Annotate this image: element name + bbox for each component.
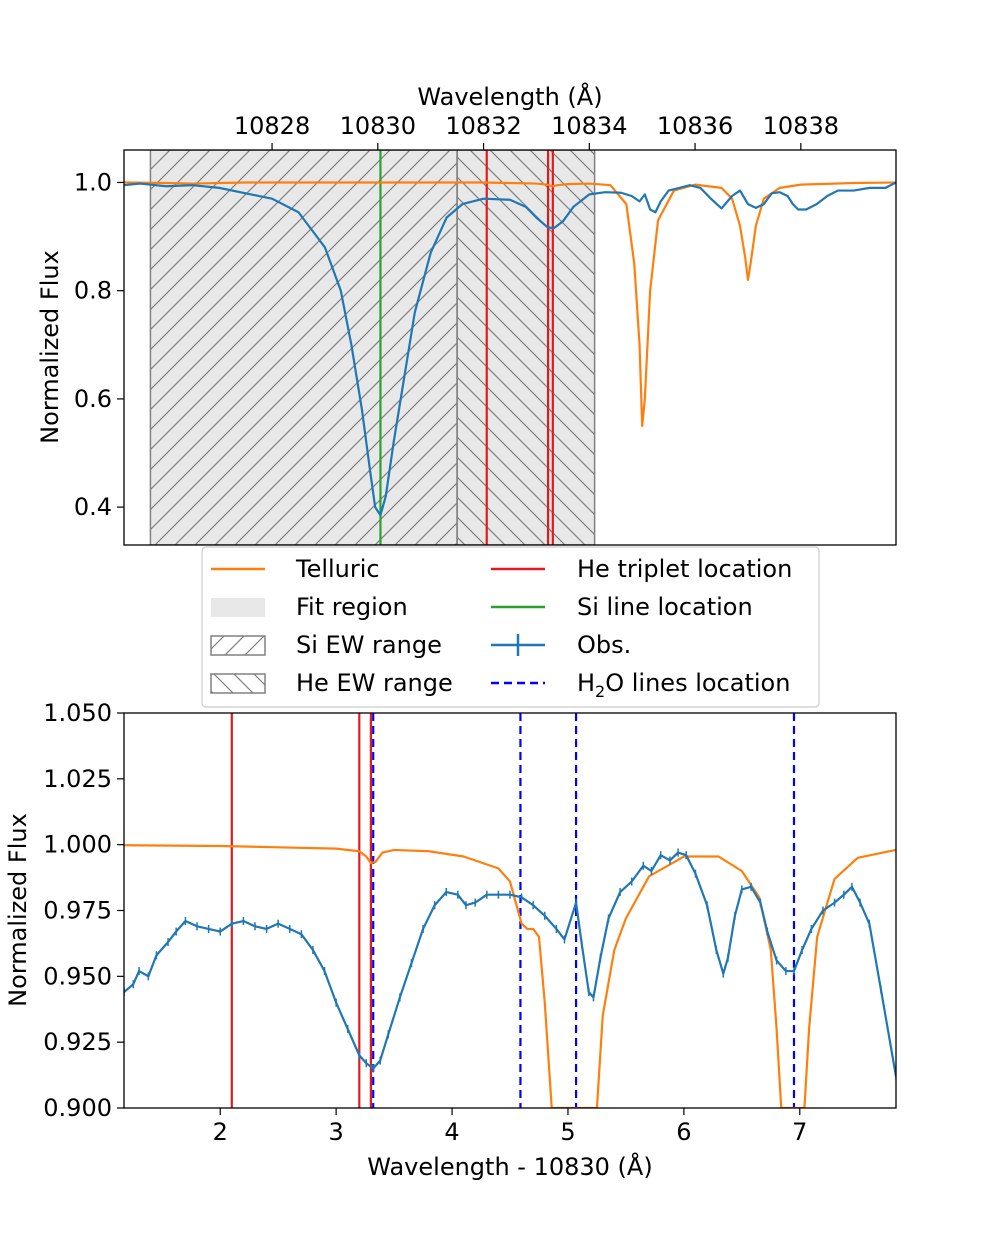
top-xtick-label: 10834	[551, 112, 627, 140]
legend-item: Fit region	[211, 593, 408, 621]
legend-label: Obs.	[577, 631, 631, 659]
bottom-axes-frame	[123, 712, 897, 1109]
bottom-ytick-label: 0.900	[43, 1094, 112, 1122]
top-ytick-label: 1.0	[74, 168, 112, 196]
bottom-xtick-label: 7	[792, 1118, 807, 1146]
legend-item: H2O lines location	[491, 669, 790, 701]
legend: Telluric He triplet location Fit region Si …	[201, 546, 820, 708]
legend-item: He EW range	[210, 669, 453, 697]
top-observed-line	[124, 181, 896, 517]
bottom-xtick-label: 5	[560, 1118, 575, 1146]
legend-swatch	[211, 598, 265, 617]
bottom-xlabel: Wavelength - 10830 (Å)	[367, 1152, 652, 1181]
legend-label: Telluric	[295, 555, 380, 583]
top-telluric-line	[124, 181, 896, 428]
legend-frame	[201, 546, 820, 708]
top-xtick-label: 10836	[657, 112, 733, 140]
top-ytick-label: 0.6	[74, 385, 112, 413]
legend-label-suffix: O lines location	[605, 669, 790, 697]
bottom-ytick-label: 0.925	[43, 1028, 112, 1056]
top-xtick-label: 10838	[763, 112, 839, 140]
top-xtick-label: 10832	[445, 112, 521, 140]
legend-label: Fit region	[296, 593, 408, 621]
legend-swatch	[210, 673, 266, 694]
bottom-xtick-label: 6	[676, 1118, 691, 1146]
legend-label-subscript: 2	[595, 682, 605, 701]
top-ytick-label: 0.8	[74, 277, 112, 305]
legend-item: Si line location	[491, 593, 753, 621]
bottom-ylabel: Normalized Flux	[4, 813, 32, 1007]
bottom-telluric-line	[124, 844, 896, 1108]
he-ew-range	[456, 150, 596, 545]
legend-swatch	[210, 635, 266, 656]
bottom-xtick-label: 3	[328, 1118, 343, 1146]
bottom-ytick-label: 0.975	[43, 897, 112, 925]
bottom-xtick-label: 2	[213, 1118, 228, 1146]
bottom-ytick-label: 1.050	[43, 699, 112, 727]
legend-label: Si EW range	[296, 631, 442, 659]
top-ylabel: Normalized Flux	[36, 250, 64, 444]
bottom-observed-line	[124, 851, 896, 1077]
legend-label: He triplet location	[577, 555, 792, 583]
top-xtick-label: 10828	[234, 112, 310, 140]
bottom-panel: 2 3 4 5 6 7 0.900 0.925 0.950 0.975 1.000 1.025 1.0…	[4, 699, 897, 1181]
legend-label: He EW range	[296, 669, 453, 697]
top-ytick-label: 0.4	[74, 493, 112, 521]
si-ew-range	[149, 150, 458, 545]
bottom-xtick-label: 4	[444, 1118, 459, 1146]
bottom-ytick-label: 0.950	[43, 962, 112, 990]
legend-label: Si line location	[577, 593, 753, 621]
legend-label: H2O lines location	[577, 669, 790, 701]
legend-item: Si EW range	[210, 631, 442, 659]
legend-item: He triplet location	[491, 555, 792, 583]
top-xlabel: Wavelength (Å)	[417, 82, 602, 111]
legend-item: Obs.	[491, 631, 631, 659]
top-axes-frame	[123, 149, 897, 546]
bottom-ytick-label: 1.025	[43, 765, 112, 793]
legend-item: Telluric	[211, 555, 380, 583]
bottom-ytick-label: 1.000	[43, 831, 112, 859]
top-panel: 10828 10830 10832 10834 10836 10838 0.4 0.6 0.8…	[36, 82, 897, 546]
top-xtick-label: 10830	[340, 112, 416, 140]
